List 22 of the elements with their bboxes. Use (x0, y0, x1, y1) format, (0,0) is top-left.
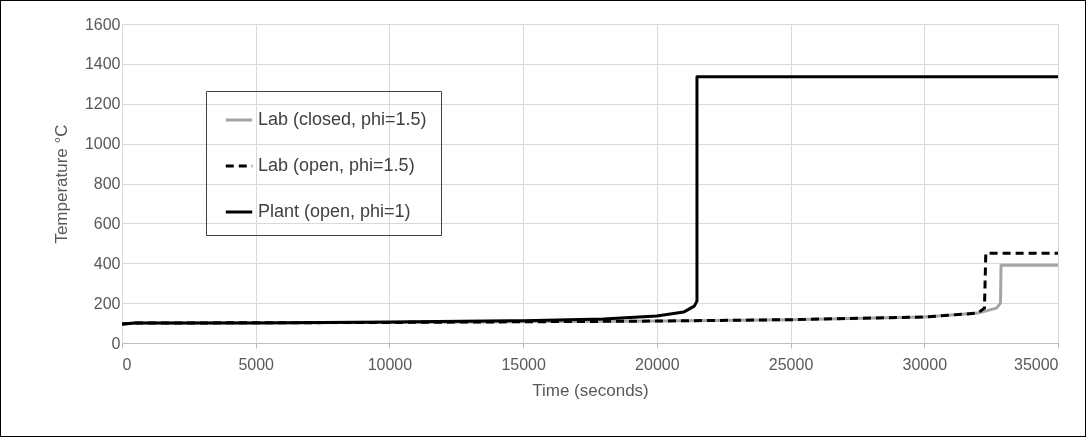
y-tick-label: 1000 (84, 135, 121, 153)
y-tick-label: 400 (93, 254, 121, 272)
legend-label: Lab (open, phi=1.5) (258, 155, 415, 175)
y-tick-label: 600 (93, 214, 121, 232)
x-tick-label: 5000 (238, 355, 275, 373)
x-tick-label: 10000 (367, 355, 413, 373)
y-axis-title: Temperature °C (51, 124, 71, 244)
y-tick-label: 1200 (84, 95, 121, 113)
x-tick-label: 0 (122, 355, 132, 373)
x-tick-label: 20000 (635, 355, 680, 373)
legend-label: Lab (closed, phi=1.5) (258, 109, 427, 129)
legend-label: Plant (open, phi=1) (258, 201, 411, 221)
x-axis-title: Time (seconds) (532, 380, 649, 400)
y-tick-label: 0 (111, 334, 121, 352)
y-tick-label: 1400 (84, 55, 121, 73)
y-tick-label: 800 (93, 175, 121, 192)
x-tick-label: 30000 (902, 355, 948, 373)
y-tick-label: 200 (93, 294, 121, 312)
x-tick-label: 15000 (501, 355, 546, 373)
y-tick-label: 1600 (84, 15, 121, 33)
x-tick-label: 25000 (768, 355, 814, 373)
x-tick-label: 35000 (1014, 355, 1059, 373)
